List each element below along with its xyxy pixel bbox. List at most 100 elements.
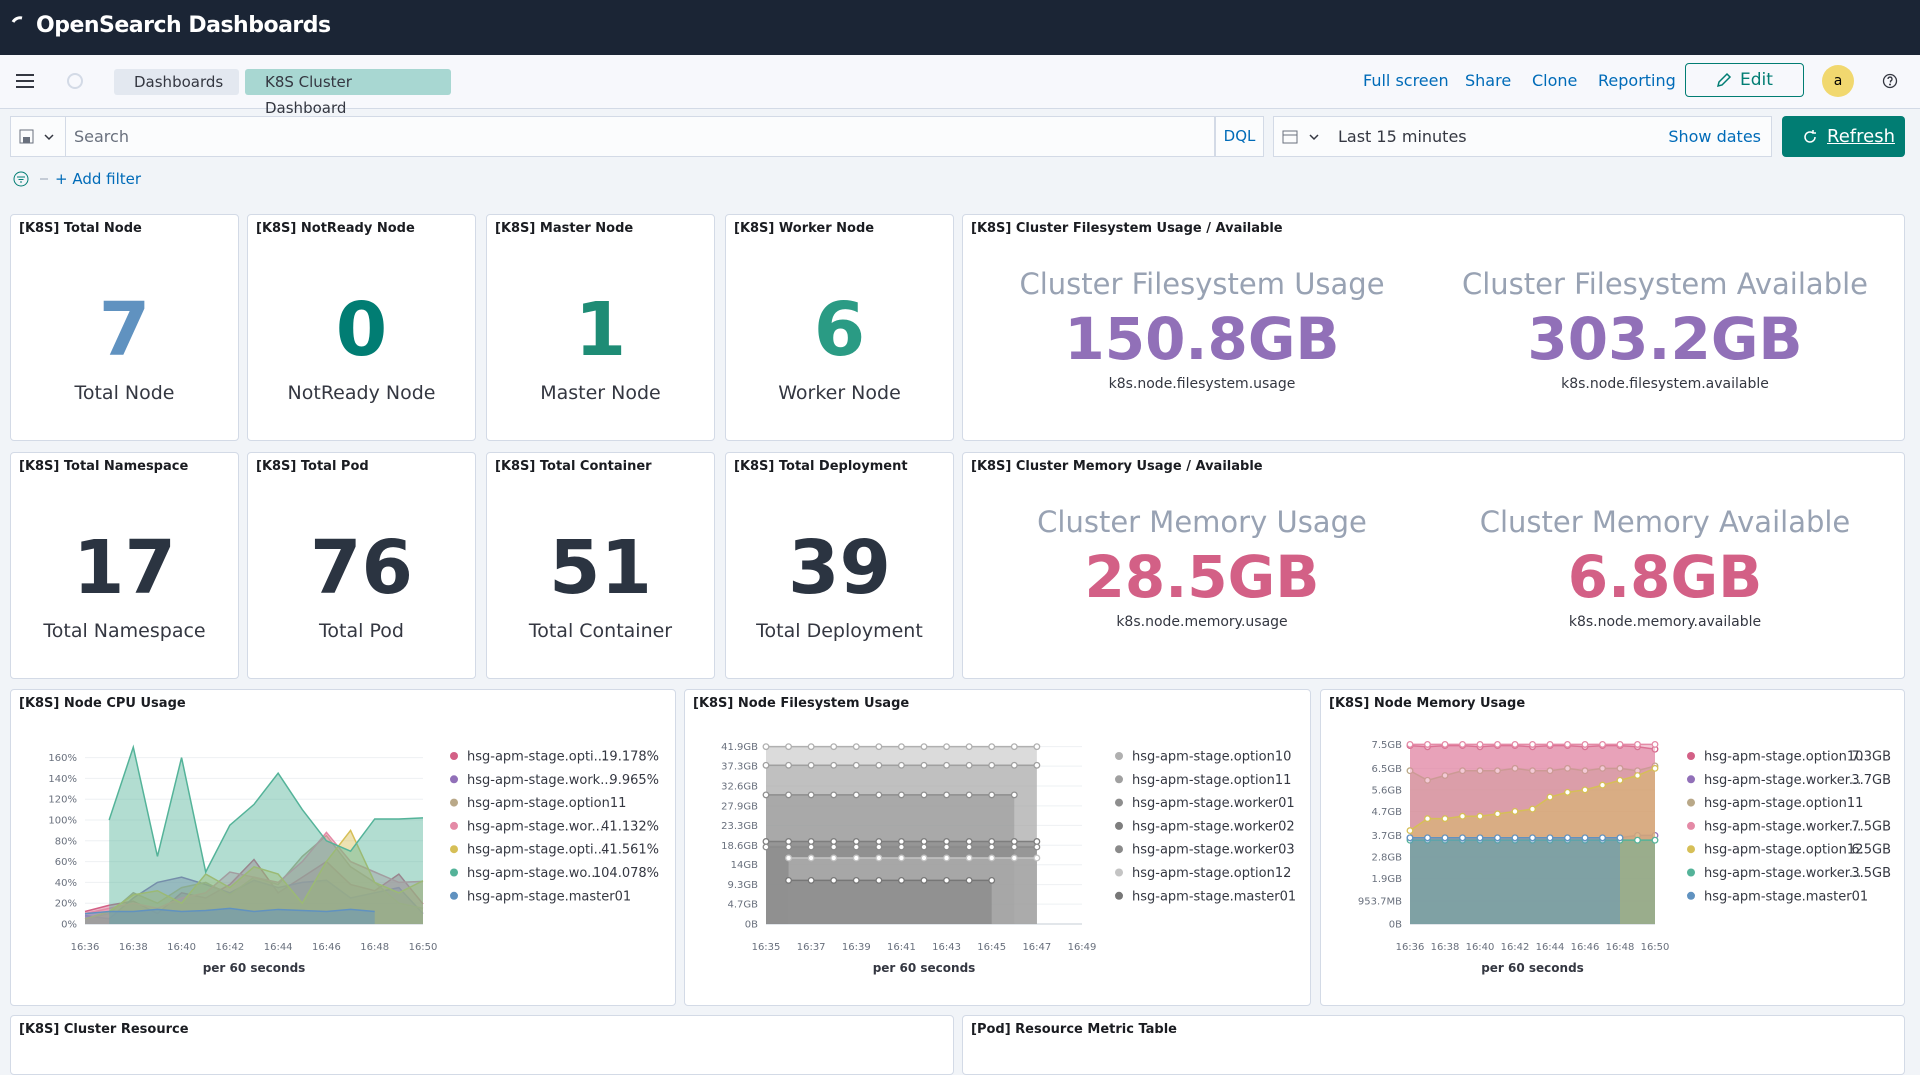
refresh-button[interactable]: Refresh: [1782, 116, 1905, 157]
data-point: [897, 743, 905, 751]
data-point: [1406, 827, 1414, 835]
breadcrumb[interactable]: Dashboards: [114, 69, 239, 95]
x-tick-label: 16:44: [264, 942, 293, 953]
legend-label: hsg-apm-stage.worker...: [1704, 866, 1861, 881]
nav-bar: Dashboards K8S Cluster Dashboard Full sc…: [0, 55, 1920, 117]
data-point: [1459, 834, 1466, 842]
data-point: [988, 791, 996, 799]
data-point: [897, 791, 905, 799]
metric-value: 51: [549, 525, 652, 611]
y-tick-label: 9.3GB: [727, 880, 758, 891]
data-point: [920, 854, 928, 862]
series-line: [84, 831, 424, 915]
show-dates[interactable]: Show dates: [1668, 127, 1761, 146]
chart: 0B 953.7MB 1.9GB 2.8GB 3.7GB 4.7GB 5.6GB 6.5GB 7…: [1358, 740, 1891, 975]
data-point: [1494, 767, 1501, 775]
language-toggle[interactable]: DQL: [1215, 116, 1264, 157]
metric-value: 39: [788, 525, 891, 611]
legend-label: hsg-apm-stage.option11: [1132, 773, 1291, 788]
data-point: [785, 743, 793, 751]
series-area: [1410, 768, 1655, 924]
add-filter[interactable]: + Add filter: [55, 170, 142, 188]
data-point: [807, 838, 815, 845]
x-tick-label: 16:41: [887, 942, 916, 953]
data-point: [1441, 834, 1449, 842]
data-point: [762, 838, 770, 845]
legend-value: 3.7GB: [1851, 773, 1891, 788]
x-tick-label: 16:38: [1431, 942, 1460, 953]
y-tick-label: 41.9GB: [721, 742, 758, 753]
data-point: [943, 838, 951, 845]
series-area: [1410, 835, 1655, 924]
x-tick-label: 16:40: [167, 942, 196, 953]
data-point: [1564, 764, 1571, 772]
data-point: [830, 843, 838, 851]
metric-label: NotReady Node: [287, 382, 436, 404]
filter-icon[interactable]: [12, 170, 50, 188]
legend-label: hsg-apm-stage.option11: [1704, 796, 1863, 811]
data-point: [1033, 761, 1041, 769]
data-point: [1459, 812, 1466, 820]
search-bar[interactable]: Search: [10, 116, 1215, 157]
chart: 0B 4.7GB 9.3GB 14GB 18.6GB 23.3GB 27.9GB 32.6GB…: [721, 742, 1296, 975]
date-picker[interactable]: Last 15 minutes Show dates: [1273, 116, 1772, 157]
data-point: [1010, 843, 1018, 851]
panel: [K8S] Total Node 7 Total Node: [10, 214, 239, 441]
edit-button[interactable]: Edit: [1685, 63, 1804, 97]
metric-label: Total Node: [74, 382, 175, 404]
x-tick-label: 16:42: [1501, 942, 1530, 953]
legend-swatch: [450, 775, 458, 784]
data-point: [1616, 834, 1624, 842]
search-placeholder: Search: [74, 127, 129, 146]
data-point: [897, 761, 905, 769]
divider: [65, 117, 66, 156]
legend-label: hsg-apm-stage.option12: [1132, 866, 1291, 881]
metric-label: Cluster Filesystem Available: [1462, 267, 1868, 301]
data-point: [1511, 834, 1519, 842]
help-icon[interactable]: [1882, 73, 1898, 89]
action-link[interactable]: Share: [1465, 71, 1512, 90]
x-tick-label: 16:45: [977, 942, 1006, 953]
save-query-icon[interactable]: [19, 129, 59, 145]
x-tick-label: 16:38: [119, 942, 148, 953]
data-point: [943, 761, 951, 769]
data-point: [965, 791, 973, 799]
y-tick-label: 14GB: [731, 860, 758, 871]
y-tick-label: 7.5GB: [1371, 740, 1402, 751]
metric-label: Master Node: [540, 382, 661, 404]
legend-swatch: [1115, 798, 1123, 807]
x-tick-label: 16:49: [1068, 942, 1097, 953]
data-point: [897, 843, 905, 851]
legend-swatch: [1687, 775, 1695, 784]
data-point: [1494, 834, 1501, 842]
panel-title: [K8S] Node CPU Usage: [19, 696, 186, 711]
metric-label: Cluster Memory Usage: [1037, 505, 1367, 539]
data-point: [1010, 838, 1018, 845]
action-link[interactable]: Full screen: [1363, 71, 1449, 90]
legend-label: hsg-apm-stage.work...: [467, 773, 613, 788]
metric-column: Cluster Memory Usage 28.5GB k8s.node.memor…: [963, 453, 1442, 678]
action-link[interactable]: Clone: [1532, 71, 1578, 90]
calendar-icon[interactable]: [1282, 129, 1322, 145]
panel: [K8S] Total Container 51 Total Container: [486, 452, 715, 679]
data-point: [920, 743, 928, 751]
metric-value: 76: [310, 525, 413, 611]
data-point: [875, 843, 883, 851]
data-point: [807, 761, 815, 769]
action-link[interactable]: Reporting: [1598, 71, 1676, 90]
y-tick-label: 40%: [55, 878, 77, 889]
legend-value: 41.561%: [601, 843, 659, 858]
data-point: [830, 743, 838, 751]
x-tick-label: 16:50: [1641, 942, 1670, 953]
data-point: [897, 854, 905, 862]
menu-icon[interactable]: [16, 73, 34, 89]
panel-title: [K8S] Node Filesystem Usage: [693, 696, 910, 711]
avatar[interactable]: a: [1822, 65, 1854, 97]
data-point: [943, 876, 951, 884]
data-point: [1010, 761, 1018, 769]
data-point: [920, 843, 928, 851]
metric-value: 1: [574, 287, 627, 373]
series-area: [766, 846, 1037, 924]
series-area: [1410, 744, 1655, 924]
data-point: [852, 761, 860, 769]
